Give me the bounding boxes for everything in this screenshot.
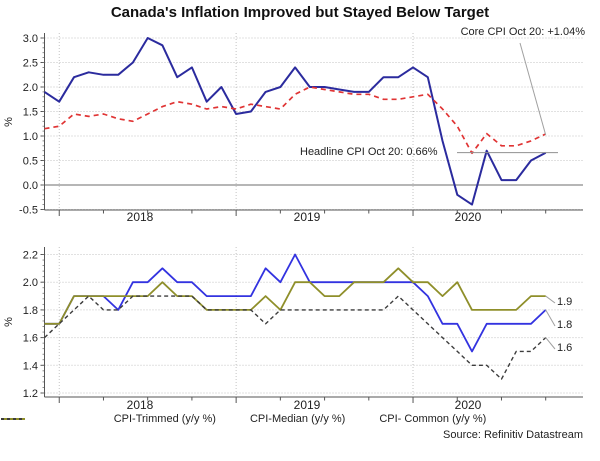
- end-label-median: 1.9: [557, 296, 573, 308]
- bottom-panel-core-measures-chart: 2.2 2.0 1.8 1.6 1.4 1.2 2018 2019 2020%: [3, 247, 583, 412]
- legend-item-median: CPI-Median (y/y %): [1, 413, 346, 425]
- svg-text:1.6: 1.6: [23, 333, 38, 345]
- chart-title: Canada's Inflation Improved but Stayed B…: [110, 4, 490, 21]
- svg-text:2018: 2018: [127, 210, 154, 224]
- svg-text:0.0: 0.0: [23, 180, 38, 192]
- svg-text:2018: 2018: [127, 398, 154, 412]
- svg-text:2019: 2019: [294, 210, 321, 224]
- svg-text:2019: 2019: [294, 398, 321, 412]
- svg-text:1.5: 1.5: [23, 107, 38, 119]
- legend-item-trimmed: CPI-Trimmed (y/y %): [1, 413, 216, 425]
- svg-text:0.5: 0.5: [23, 156, 38, 168]
- end-label-common: 1.6: [557, 342, 573, 354]
- svg-text:1.0: 1.0: [23, 131, 38, 143]
- svg-text:%: %: [3, 117, 15, 127]
- svg-text:2.0: 2.0: [23, 82, 38, 94]
- legend-label-trimmed: CPI-Trimmed (y/y %): [113, 413, 216, 425]
- svg-text:-0.5: -0.5: [19, 205, 38, 217]
- legend: CPI-Trimmed (y/y %) CPI-Median (y/y %) C…: [0, 413, 600, 425]
- legend-label-common: CPI- Common (y/y %): [379, 413, 487, 425]
- core-cpi-annotation: Core CPI Oct 20: +1.04%: [460, 26, 585, 38]
- source-credit: Source: Refinitiv Datastream: [443, 429, 583, 441]
- headline-cpi-annotation: Headline CPI Oct 20: 0.66%: [300, 146, 438, 158]
- svg-text:3.0: 3.0: [23, 33, 38, 45]
- svg-text:%: %: [3, 317, 15, 327]
- svg-text:2.5: 2.5: [23, 58, 38, 70]
- svg-text:2020: 2020: [455, 210, 482, 224]
- svg-text:1.4: 1.4: [23, 360, 38, 372]
- svg-text:1.8: 1.8: [23, 305, 38, 317]
- svg-text:2020: 2020: [455, 398, 482, 412]
- legend-label-median: CPI-Median (y/y %): [249, 413, 346, 425]
- svg-text:2.0: 2.0: [23, 277, 38, 289]
- legend-item-common: CPI- Common (y/y %): [1, 413, 487, 425]
- end-label-trimmed: 1.8: [557, 319, 573, 331]
- svg-text:2.2: 2.2: [23, 250, 38, 262]
- top-panel-headline-core-chart: 3.0 2.5 2.0 1.5 1.0 0.5 0.0 -0.5 2018 2019 2020%: [3, 33, 583, 224]
- common-line-swatch: [1, 418, 25, 420]
- svg-text:1.2: 1.2: [23, 388, 38, 400]
